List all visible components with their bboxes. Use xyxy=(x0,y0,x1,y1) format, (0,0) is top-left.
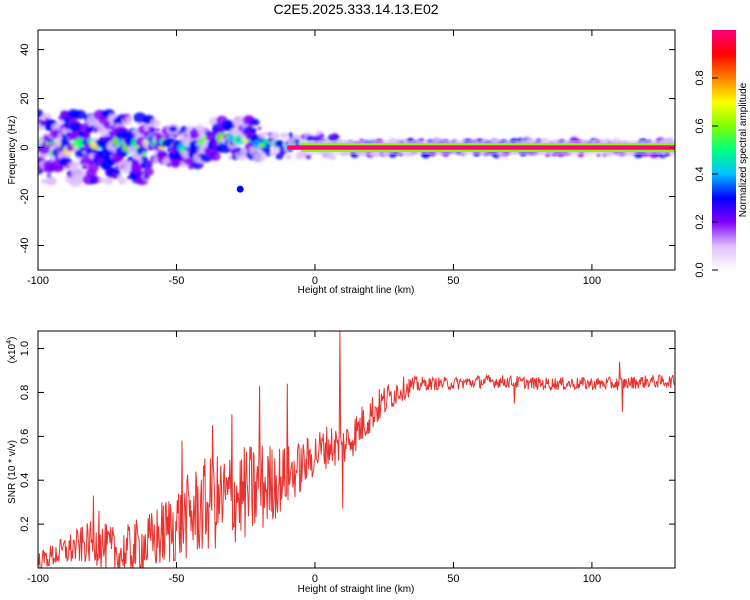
spectrogram-cell xyxy=(270,152,276,157)
spectrogram-cell xyxy=(150,119,160,127)
spectrogram-cell xyxy=(117,140,123,145)
spectrogram-peak-line xyxy=(287,145,675,149)
spectrogram-cell xyxy=(47,178,56,185)
spectrogram-cell xyxy=(258,127,262,130)
spectrogram-cell xyxy=(329,155,336,160)
spectrogram-cell xyxy=(253,152,266,163)
spectrogram-cell xyxy=(288,132,293,136)
colorbar-tick-label: 0.2 xyxy=(694,214,706,229)
y-tick-label: 0.2 xyxy=(19,516,31,531)
x-tick-label: 100 xyxy=(583,573,601,585)
spectrogram-cell xyxy=(198,163,202,166)
spectrogram-cell xyxy=(305,155,311,160)
spectrogram-cell xyxy=(142,152,147,156)
spectrogram-cell xyxy=(104,178,113,185)
colorbar-gradient xyxy=(712,30,736,270)
spectrogram-cell xyxy=(249,127,256,133)
chart-canvas: C2E5.2025.333.14.13.E02 -100 -50 0 50 100 -40… xyxy=(0,0,750,600)
spectrogram-cell xyxy=(81,164,87,169)
spectrogram-cell xyxy=(117,174,122,178)
snr-panel: -100 -50 0 50 100 0.2 0.4 0.6 0.8 1.0 Height of s… xyxy=(6,331,675,595)
x-tick-label: 100 xyxy=(583,275,601,287)
y-tick-label: -40 xyxy=(19,238,31,254)
colorbar-tick-label: 0.4 xyxy=(694,166,706,181)
x-tick-label: -100 xyxy=(27,573,49,585)
spectrogram-isolated-blob xyxy=(237,186,244,193)
colorbar: 0.0 0.2 0.4 0.6 0.8 Normalized spectral ampl… xyxy=(694,30,749,278)
x-tick-label: 50 xyxy=(447,275,459,287)
y-tick-label: 0.8 xyxy=(19,385,31,400)
x-tick-label: -50 xyxy=(169,275,185,287)
spectrogram-cell xyxy=(285,154,292,159)
snr-axes: -100 -50 0 50 100 0.2 0.4 0.6 0.8 1.0 xyxy=(19,331,675,585)
y-tick-label: 0.4 xyxy=(19,473,31,488)
y-tick-label: 40 xyxy=(19,43,31,55)
spectrogram-cell xyxy=(280,132,288,138)
x-tick-label: -50 xyxy=(169,573,185,585)
spectrogram-cell xyxy=(141,160,153,169)
spectrogram-cell xyxy=(73,162,79,166)
spectrogram-cell xyxy=(251,119,260,126)
snr-series-line xyxy=(38,331,675,568)
y-tick-label: 20 xyxy=(19,92,31,104)
spectrogram-x-axis-title: Height of straight line (km) xyxy=(298,285,415,296)
spectrogram-cell xyxy=(118,178,127,185)
snr-y-axis-title: SNR (10 * v/v) xyxy=(7,440,18,504)
spectrogram-cell xyxy=(125,116,132,121)
y-tick-label: 0.6 xyxy=(19,429,31,444)
chart-title: C2E5.2025.333.14.13.E02 xyxy=(273,1,438,17)
snr-frame xyxy=(38,331,675,568)
x-tick-label: 50 xyxy=(447,573,459,585)
spectrogram-cell xyxy=(151,127,156,131)
colorbar-tick-label: 0.0 xyxy=(694,262,706,277)
snr-scale-note-base: (x10 xyxy=(7,343,18,363)
spectrogram-cell xyxy=(172,133,178,138)
y-tick-label: 0 xyxy=(19,144,31,150)
spectrogram-cell xyxy=(122,153,126,156)
snr-scale-note-close: ) xyxy=(7,337,18,340)
spectrogram-cell xyxy=(169,126,177,133)
snr-x-axis-title: Height of straight line (km) xyxy=(298,584,415,595)
spectrogram-heatmap xyxy=(32,109,678,193)
spectrogram-cell xyxy=(238,143,242,146)
colorbar-title: Normalized spectral amplitude xyxy=(738,82,749,217)
spectrogram-cell xyxy=(210,152,221,161)
colorbar-tick-label: 0.6 xyxy=(694,118,706,133)
x-tick-label: -100 xyxy=(27,275,49,287)
spectrogram-cell xyxy=(144,168,154,176)
spectrogram-cell xyxy=(270,132,279,139)
spectrogram-cell xyxy=(319,133,325,138)
colorbar-tick-label: 0.8 xyxy=(694,70,706,85)
spectrogram-y-axis-title: Frequency (Hz) xyxy=(7,116,18,185)
spectrogram-cell xyxy=(335,135,340,139)
snr-scale-note: (x104) xyxy=(6,337,18,364)
spectrogram-panel: -100 -50 0 50 100 -40 -20 0 20 40 Height of strai… xyxy=(7,30,678,296)
spectrogram-cell xyxy=(146,161,151,165)
y-tick-label: 1.0 xyxy=(19,341,31,356)
y-tick-label: -20 xyxy=(19,189,31,205)
spectrogram-cell xyxy=(156,128,160,131)
